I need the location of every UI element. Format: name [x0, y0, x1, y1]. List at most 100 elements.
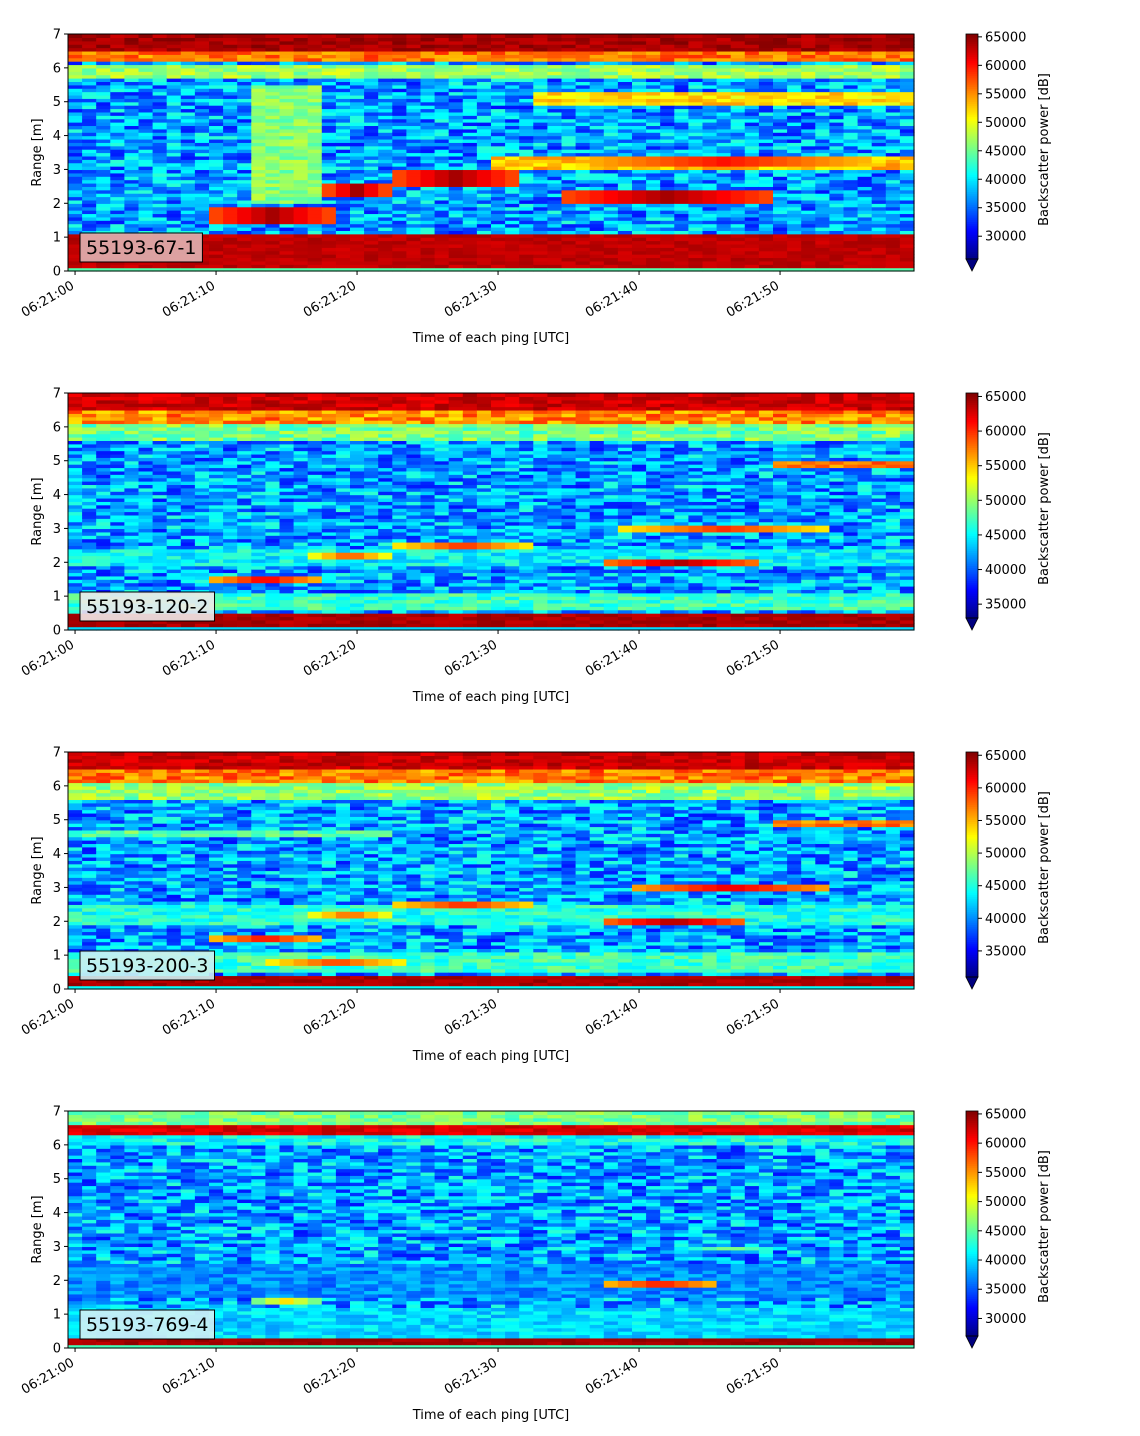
heatmap-cell [462, 88, 478, 93]
heatmap-cell [335, 98, 351, 103]
heatmap-cell [533, 118, 548, 123]
heatmap-cell [152, 179, 168, 184]
colorbar-tick-label: 30000 [985, 230, 1026, 245]
heatmap-cell [702, 210, 718, 215]
heatmap-cell [561, 223, 577, 228]
heatmap-cell [561, 210, 577, 215]
heatmap-cell [533, 61, 548, 66]
heatmap-cell [744, 206, 760, 211]
heatmap-cell [166, 98, 182, 103]
heatmap-cell [420, 125, 436, 130]
heatmap-cell [702, 196, 718, 201]
heatmap-cell [265, 145, 281, 150]
heatmap-cell [589, 84, 605, 89]
heatmap-cell [561, 237, 577, 242]
heatmap-cell [491, 257, 506, 262]
heatmap-cell [589, 179, 605, 184]
heatmap-cell [603, 98, 619, 103]
heatmap-cell [321, 196, 337, 201]
heatmap-cell [194, 213, 210, 218]
heatmap-cell [223, 199, 238, 204]
heatmap-cell [166, 149, 182, 154]
heatmap-cell [152, 91, 168, 96]
heatmap-cell [209, 189, 224, 194]
heatmap-cell [561, 118, 577, 123]
heatmap-cell [434, 84, 450, 89]
heatmap-cell [716, 216, 732, 221]
heatmap-cell [406, 98, 422, 103]
heatmap-cell [166, 179, 182, 184]
heatmap-cell [716, 247, 732, 252]
heatmap-cell [575, 216, 591, 221]
heatmap-cell [279, 47, 295, 52]
heatmap-cell [392, 57, 407, 62]
heatmap-cell [646, 101, 661, 106]
heatmap-cell [364, 88, 379, 93]
heatmap-cell [491, 220, 506, 225]
heatmap-cell [194, 67, 210, 72]
heatmap-cell [674, 101, 689, 106]
heatmap-cell [237, 142, 252, 147]
heatmap-cell [787, 243, 802, 248]
heatmap-cell [392, 155, 407, 160]
heatmap-cell [547, 57, 563, 62]
heatmap-cell [561, 220, 577, 225]
heatmap-cell [688, 145, 704, 150]
heatmap-cell [350, 196, 365, 201]
heatmap-cell [237, 128, 252, 133]
heatmap-cell [674, 88, 689, 93]
heatmap-cell [462, 223, 478, 228]
heatmap-cell [223, 152, 238, 157]
heatmap-cell [392, 40, 407, 45]
heatmap-cell [603, 210, 619, 215]
heatmap-cell [152, 264, 168, 269]
heatmap-cell [194, 135, 210, 140]
heatmap-cell [758, 216, 774, 221]
heatmap-cell [279, 196, 295, 201]
heatmap-cell [434, 101, 450, 106]
heatmap-cell [378, 186, 393, 191]
heatmap-cell [124, 267, 140, 272]
heatmap-cell [251, 254, 266, 259]
heatmap-cell [237, 179, 252, 184]
heatmap-cell [744, 166, 760, 171]
heatmap-cell [744, 203, 760, 208]
heatmap-cell [773, 81, 788, 86]
heatmap-cell [660, 111, 675, 116]
heatmap-cell [392, 125, 407, 130]
heatmap-cell [617, 237, 633, 242]
heatmap-cell [335, 111, 351, 116]
heatmap-cell [265, 216, 281, 221]
heatmap-cell [476, 67, 492, 72]
heatmap-cell [462, 34, 478, 38]
heatmap-cell [138, 260, 154, 265]
heatmap-cell [702, 155, 718, 160]
heatmap-cell [674, 172, 689, 177]
heatmap-cell [491, 88, 506, 93]
heatmap-cell [646, 132, 661, 137]
heatmap-cell [787, 237, 802, 242]
heatmap-cell [364, 199, 379, 204]
heatmap-cell [223, 193, 238, 198]
heatmap-cell [505, 71, 520, 76]
heatmap-cell [209, 132, 224, 137]
heatmap-cell [68, 203, 83, 208]
heatmap-cell [350, 84, 365, 89]
heatmap-cell [575, 176, 591, 181]
heatmap-cell [209, 50, 224, 55]
heatmap-cell [265, 206, 281, 211]
heatmap-cell [420, 108, 436, 113]
heatmap-cell [519, 220, 534, 225]
heatmap-cell [533, 111, 548, 116]
heatmap-cell [547, 138, 563, 143]
heatmap-cell [617, 37, 633, 42]
heatmap-cell [279, 118, 295, 123]
heatmap-cell [589, 44, 605, 49]
heatmap-cell [476, 182, 492, 187]
heatmap-cell [533, 179, 548, 184]
heatmap-cell [787, 260, 802, 265]
heatmap-cell [321, 166, 337, 171]
heatmap-cell [378, 193, 393, 198]
heatmap-cell [519, 243, 534, 248]
heatmap-cell [152, 176, 168, 181]
